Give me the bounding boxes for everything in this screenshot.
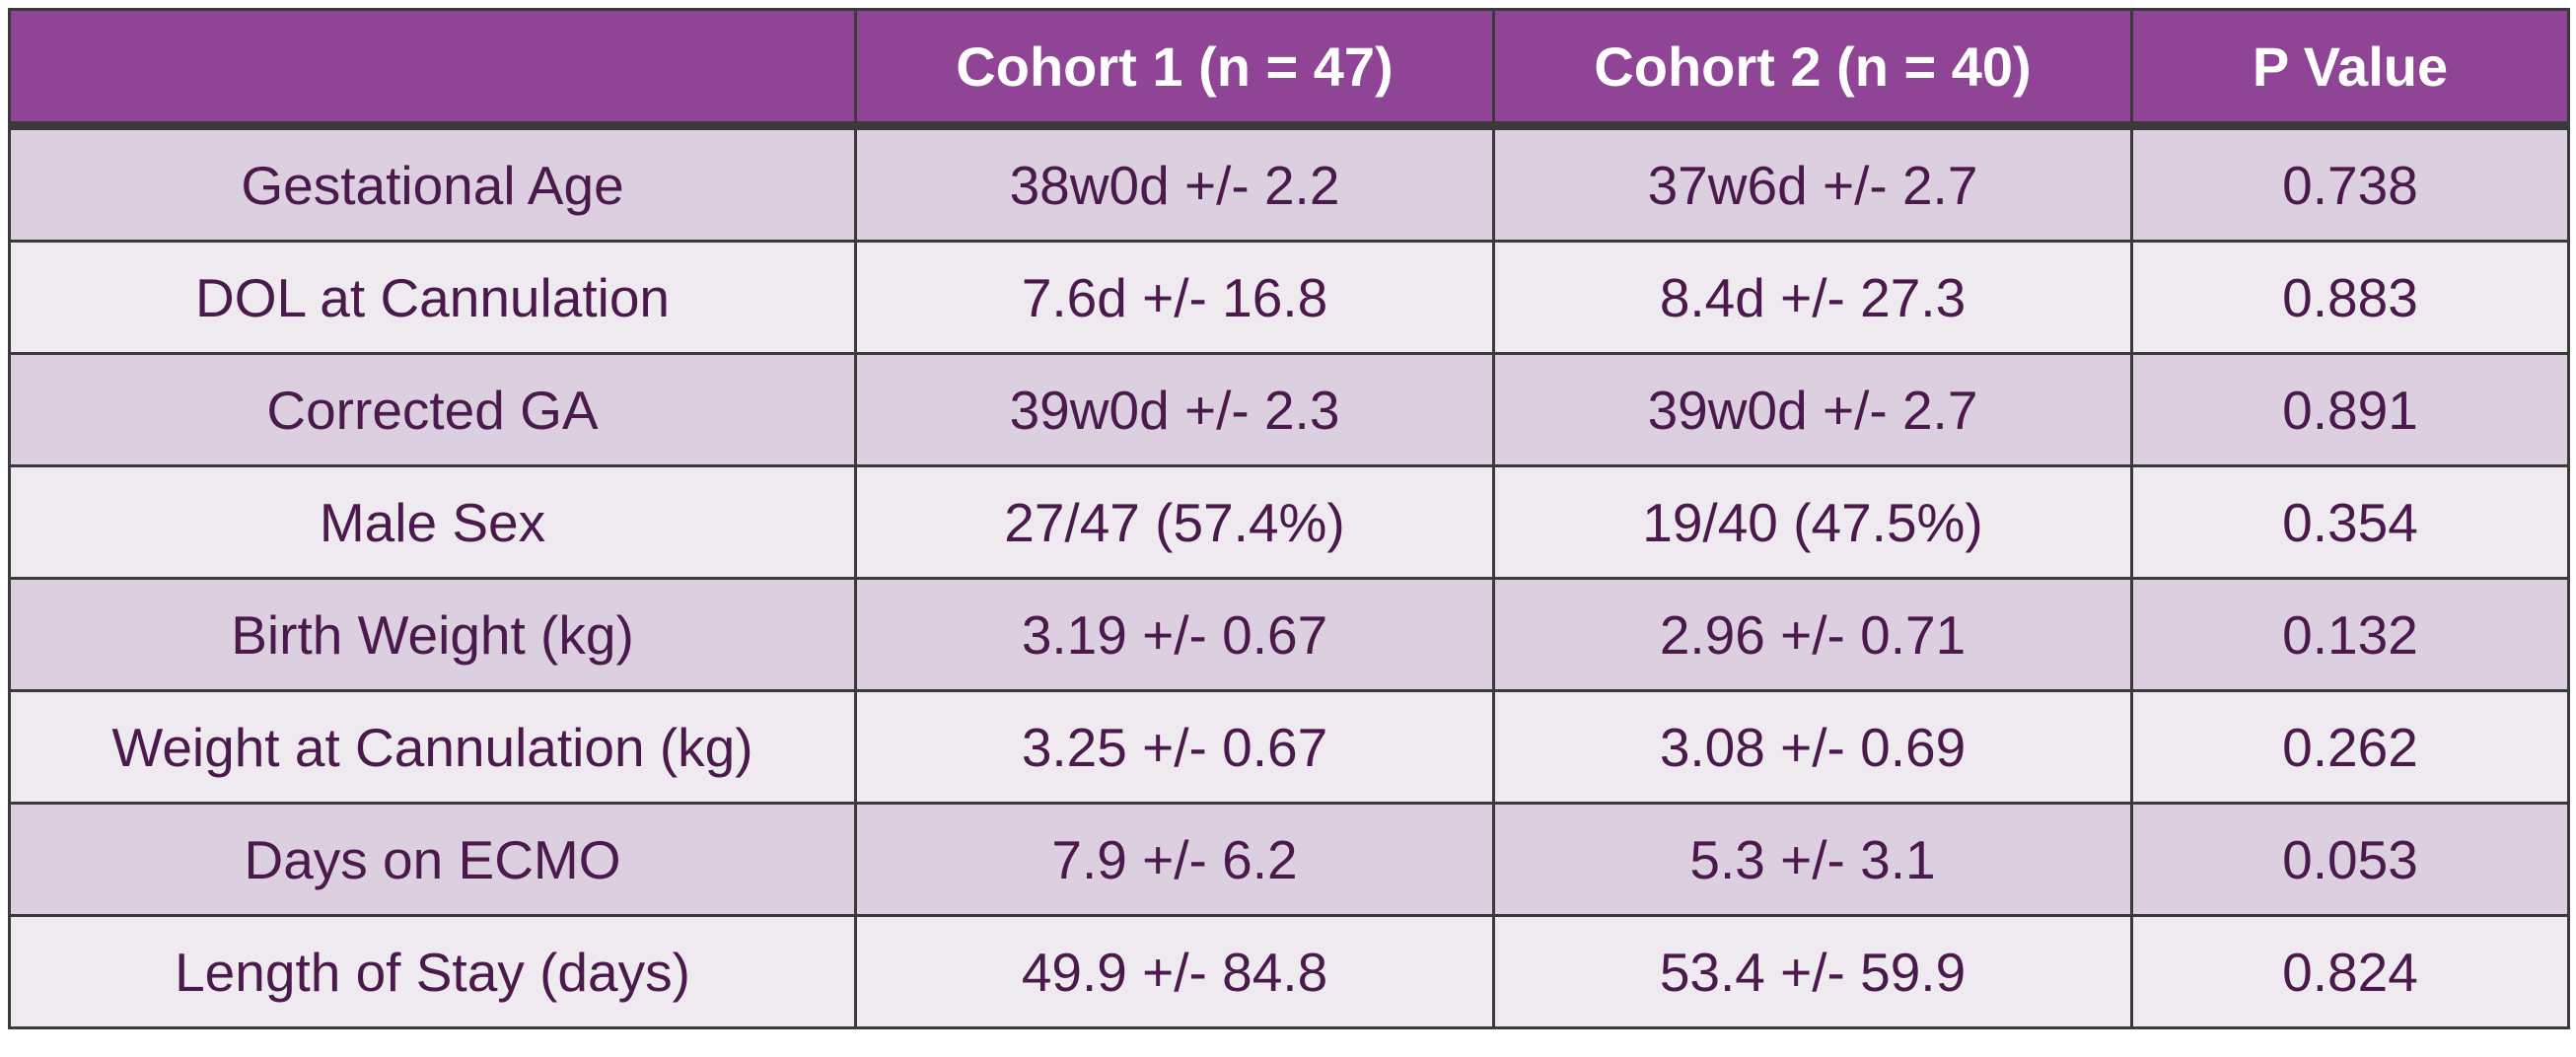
table-cell: 2.96 +/- 0.71 bbox=[1492, 577, 2133, 692]
table-cell: 0.132 bbox=[2130, 577, 2570, 692]
table-cell: 27/47 (57.4%) bbox=[854, 464, 1495, 580]
table-row: Length of Stay (days) 49.9 +/- 84.8 53.4 +… bbox=[8, 914, 2570, 1029]
row-label: Male Sex bbox=[8, 464, 857, 580]
table-cell: 0.262 bbox=[2130, 689, 2570, 805]
table-cell: 49.9 +/- 84.8 bbox=[854, 914, 1495, 1029]
table-cell: 8.4d +/- 27.3 bbox=[1492, 240, 2133, 355]
table-cell: 19/40 (47.5%) bbox=[1492, 464, 2133, 580]
table-cell: 3.08 +/- 0.69 bbox=[1492, 689, 2133, 805]
table-row: Corrected GA 39w0d +/- 2.3 39w0d +/- 2.7 0.… bbox=[8, 352, 2570, 467]
table-cell: 39w0d +/- 2.3 bbox=[854, 352, 1495, 467]
column-header: Cohort 2 (n = 40) bbox=[1492, 8, 2133, 130]
column-header: P Value bbox=[2130, 8, 2570, 130]
column-header: Cohort 1 (n = 47) bbox=[854, 8, 1495, 130]
table-cell: 7.6d +/- 16.8 bbox=[854, 240, 1495, 355]
table-cell: 0.824 bbox=[2130, 914, 2570, 1029]
row-label: DOL at Cannulation bbox=[8, 240, 857, 355]
row-label: Corrected GA bbox=[8, 352, 857, 467]
header-corner bbox=[8, 8, 857, 130]
table-body: Gestational Age 38w0d +/- 2.2 37w6d +/- 2.… bbox=[8, 124, 2570, 1029]
table-cell: 37w6d +/- 2.7 bbox=[1492, 124, 2133, 243]
row-label: Weight at Cannulation (kg) bbox=[8, 689, 857, 805]
table-row: DOL at Cannulation 7.6d +/- 16.8 8.4d +/- … bbox=[8, 240, 2570, 355]
table-row: Weight at Cannulation (kg) 3.25 +/- 0.67 3… bbox=[8, 689, 2570, 805]
table-row: Gestational Age 38w0d +/- 2.2 37w6d +/- 2.… bbox=[8, 124, 2570, 243]
table-cell: 0.053 bbox=[2130, 802, 2570, 917]
table-cell: 53.4 +/- 59.9 bbox=[1492, 914, 2133, 1029]
table-cell: 38w0d +/- 2.2 bbox=[854, 124, 1495, 243]
table-row: Birth Weight (kg) 3.19 +/- 0.67 2.96 +/- 0… bbox=[8, 577, 2570, 692]
header-row: Cohort 1 (n = 47) Cohort 2 (n = 40) P Valu… bbox=[8, 8, 2570, 130]
row-label: Days on ECMO bbox=[8, 802, 857, 917]
table-cell: 0.883 bbox=[2130, 240, 2570, 355]
row-label: Length of Stay (days) bbox=[8, 914, 857, 1029]
table-cell: 39w0d +/- 2.7 bbox=[1492, 352, 2133, 467]
table-cell: 0.354 bbox=[2130, 464, 2570, 580]
table-cell: 5.3 +/- 3.1 bbox=[1492, 802, 2133, 917]
row-label: Gestational Age bbox=[8, 124, 857, 243]
table-cell: 3.19 +/- 0.67 bbox=[854, 577, 1495, 692]
table-row: Days on ECMO 7.9 +/- 6.2 5.3 +/- 3.1 0.053 bbox=[8, 802, 2570, 917]
table-cell: 7.9 +/- 6.2 bbox=[854, 802, 1495, 917]
row-label: Birth Weight (kg) bbox=[8, 577, 857, 692]
data-table: Cohort 1 (n = 47) Cohort 2 (n = 40) P Valu… bbox=[8, 8, 2570, 1029]
table-cell: 3.25 +/- 0.67 bbox=[854, 689, 1495, 805]
table-row: Male Sex 27/47 (57.4%) 19/40 (47.5%) 0.354 bbox=[8, 464, 2570, 580]
table-cell: 0.738 bbox=[2130, 124, 2570, 243]
table-cell: 0.891 bbox=[2130, 352, 2570, 467]
